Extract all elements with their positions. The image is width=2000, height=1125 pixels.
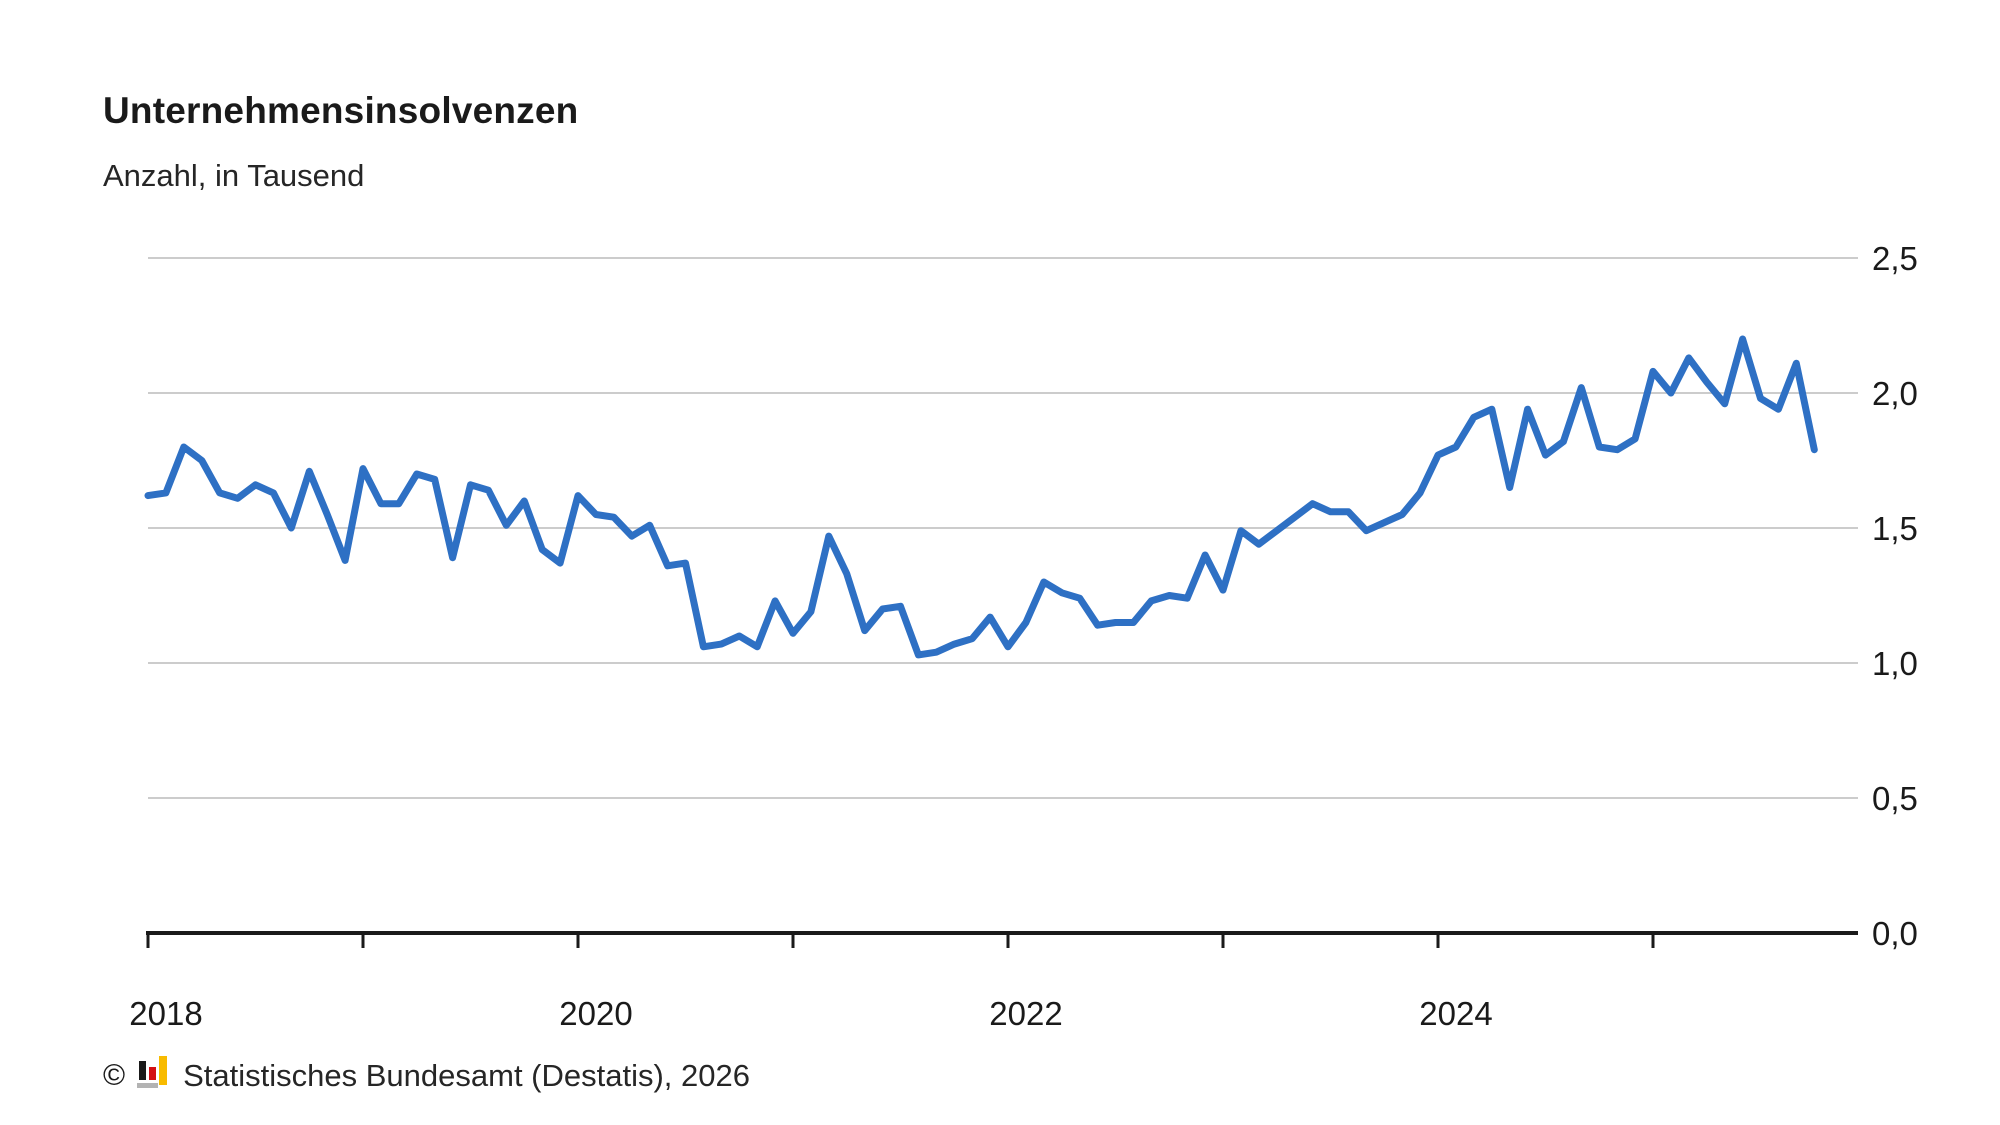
source-line: © Statistisches Bundesamt (Destatis), 20… [103,1053,750,1099]
y-tick-label: 2,0 [1872,375,1918,412]
x-tick-label: 2022 [989,995,1062,1032]
insolvencies-series-line [144,335,1818,659]
y-tick-label: 2,5 [1872,240,1918,277]
x-axis-labels: 2018 2020 2022 2024 [129,995,1492,1032]
page-title: Unternehmensinsolvenzen [103,90,579,131]
x-axis-ticks [146,933,1655,948]
series-line [144,335,1818,659]
y-axis-labels: 0,0 0,5 1,0 1,5 2,0 2,5 [1872,240,1918,952]
chart-subtitle: Anzahl, in Tausend [103,158,365,193]
x-tick-label: 2020 [559,995,632,1032]
copyright-symbol: © [103,1059,126,1092]
y-tick-label: 1,0 [1872,645,1918,682]
gridlines [148,257,1858,799]
source-text: Statistisches Bundesamt (Destatis), 2026 [183,1058,750,1093]
x-tick-label: 2018 [129,995,202,1032]
destatis-logo-icon [137,1055,173,1101]
y-tick-label: 0,0 [1872,915,1918,952]
x-tick-label: 2024 [1419,995,1492,1032]
y-tick-label: 1,5 [1872,510,1918,547]
y-tick-label: 0,5 [1872,780,1918,817]
